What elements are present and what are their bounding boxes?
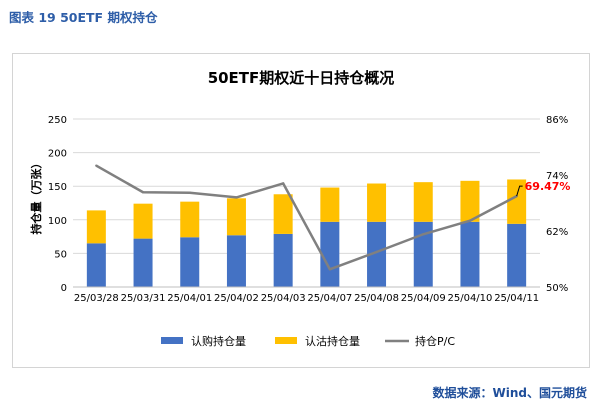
- annotation-label: 69.47%: [525, 180, 571, 193]
- legend-swatch: [161, 337, 183, 344]
- x-tick-label: 25/04/08: [354, 293, 399, 304]
- x-tick-label: 25/04/07: [307, 293, 352, 304]
- bar-put: [133, 203, 153, 239]
- figure-caption: 图表 19 50ETF 期权持仓: [9, 10, 158, 25]
- x-tick-label: 25/03/31: [121, 293, 166, 304]
- line-pc-point: [375, 250, 378, 254]
- bar-put: [273, 194, 293, 234]
- bar-put: [86, 210, 106, 244]
- line-pc-point: [468, 219, 472, 222]
- chart-title: 50ETF期权近十日持仓概况: [208, 69, 395, 87]
- line-layer: 69.47%: [95, 164, 571, 271]
- bar-call: [86, 243, 106, 287]
- annotation-leader: [516, 185, 523, 197]
- bar-put: [507, 179, 527, 224]
- y2-tick-label: 62%: [546, 227, 568, 238]
- x-tick-label: 25/04/10: [447, 293, 492, 304]
- bar-call: [273, 233, 293, 287]
- x-tick-label: 25/04/03: [261, 293, 306, 304]
- source-note: 数据来源：Wind、国元期货: [432, 386, 587, 400]
- line-pc: [95, 164, 518, 271]
- chart-frame: 50ETF期权近十日持仓概况 持仓量（万张） 69.47% 0 50 100 150 2…: [12, 53, 590, 368]
- bar-layer: [86, 179, 527, 287]
- y-tick-label: 200: [48, 149, 67, 160]
- x-tick-label: 25/04/09: [401, 293, 446, 304]
- line-pc-point: [281, 182, 285, 185]
- x-tick-label: 25/03/28: [74, 293, 119, 304]
- line-pc-point: [422, 233, 425, 236]
- legend-label: 持仓P/C: [415, 334, 455, 348]
- y-tick-label: 100: [48, 216, 67, 227]
- bar-call: [133, 238, 153, 287]
- x-tick-label: 25/04/02: [214, 293, 259, 304]
- chart-svg: 50ETF期权近十日持仓概况 持仓量（万张） 69.47% 0 50 100 150 2…: [29, 69, 571, 348]
- bar-put: [413, 182, 433, 222]
- legend-swatch: [275, 337, 297, 344]
- line-pc-point: [188, 191, 191, 194]
- line-pc-point: [95, 164, 98, 167]
- bar-put: [320, 187, 340, 222]
- y2-tick-label: 50%: [546, 283, 568, 294]
- bar-put: [460, 180, 480, 222]
- y-tick-label: 50: [54, 249, 67, 260]
- axis-layer: 0 50 100 150 200 250 50% 62% 74% 86% 25/03/28 25/03…: [48, 115, 568, 304]
- bar-call: [460, 221, 480, 287]
- bar-put: [367, 183, 387, 222]
- y2-tick-label: 74%: [546, 171, 568, 182]
- y-tick-label: 150: [48, 182, 67, 193]
- bar-call: [507, 223, 527, 287]
- legend: 认购持仓量 认沽持仓量 持仓P/C: [161, 334, 455, 348]
- bar-call: [413, 221, 433, 287]
- y2-tick-label: 86%: [546, 115, 568, 126]
- legend-label: 认沽持仓量: [305, 334, 360, 348]
- line-pc-point: [328, 268, 332, 271]
- y-tick-label: 0: [61, 283, 67, 294]
- line-pc-point: [141, 191, 145, 194]
- bar-call: [367, 221, 387, 287]
- bar-call: [226, 235, 246, 287]
- x-tick-label: 25/04/11: [494, 293, 539, 304]
- legend-label: 认购持仓量: [191, 334, 246, 348]
- bar-call: [180, 237, 200, 287]
- x-tick-label: 25/04/01: [167, 293, 212, 304]
- bar-call: [320, 221, 340, 287]
- line-pc-point: [235, 196, 238, 199]
- bar-put: [226, 198, 246, 236]
- bar-put: [180, 201, 200, 238]
- y-tick-label: 250: [48, 115, 67, 126]
- y-axis-label: 持仓量（万张）: [29, 158, 43, 235]
